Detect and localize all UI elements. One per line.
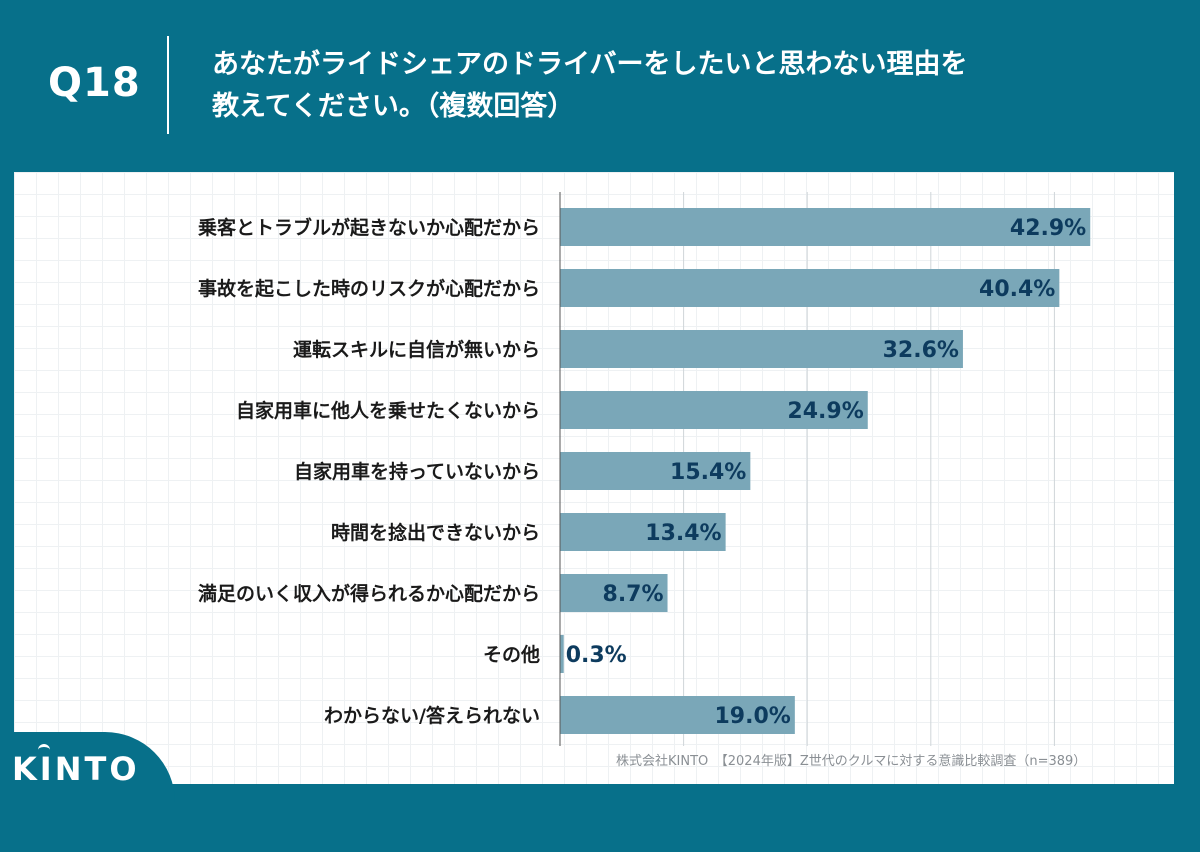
category-label: 自家用車に他人を乗せたくないから <box>236 399 540 422</box>
bar <box>560 452 751 490</box>
value-label: 8.7% <box>603 582 664 607</box>
category-label: 自家用車を持っていないから <box>294 460 540 483</box>
category-label: 満足のいく収入が得られるか心配だから <box>198 582 540 605</box>
bar <box>560 269 1060 307</box>
value-label: 40.4% <box>979 277 1055 302</box>
value-label: 32.6% <box>883 338 959 363</box>
bar-chart: 乗客とトラブルが起きないか心配だから 42.9% 事故を起こした時のリスクが心配だか… <box>198 192 1091 746</box>
value-label: 19.0% <box>715 704 791 729</box>
value-label: 24.9% <box>787 399 863 424</box>
title-line-2: 教えてください。（複数回答） <box>212 91 575 122</box>
logo-accent-mark <box>38 744 50 752</box>
category-label: 乗客とトラブルが起きないか心配だから <box>198 216 540 239</box>
category-label: わからない/答えられない <box>324 704 540 727</box>
source-note: 株式会社KINTO 【2024年版】Z世代のクルマに対する意識比較調査（n=38… <box>616 754 1087 769</box>
value-label: 42.9% <box>1010 216 1086 241</box>
chart-card: 乗客とトラブルが起きないか心配だから 42.9% 事故を起こした時のリスクが心配だか… <box>14 172 1174 784</box>
bar <box>560 635 564 673</box>
title-line-1: あなたがライドシェアのドライバーをしたいと思わない理由を <box>212 49 968 80</box>
header-banner: Q18 あなたがライドシェアのドライバーをしたいと思わない理由を 教えてください… <box>0 0 1200 172</box>
bar <box>560 391 868 429</box>
header-divider <box>167 36 169 134</box>
kinto-logo: KINTO <box>12 750 140 788</box>
question-number: Q18 <box>48 60 141 106</box>
value-label: 13.4% <box>645 521 721 546</box>
bar <box>560 330 963 368</box>
bar <box>560 696 795 734</box>
bar <box>560 513 726 551</box>
category-label: 時間を捻出できないから <box>331 521 540 544</box>
category-label: その他 <box>483 643 540 666</box>
bar <box>560 574 668 612</box>
category-label: 事故を起こした時のリスクが心配だから <box>198 277 540 300</box>
bar <box>560 208 1091 246</box>
page-title: あなたがライドシェアのドライバーをしたいと思わない理由を 教えてください。（複数… <box>212 44 1112 128</box>
value-label: 0.3% <box>566 643 627 668</box>
value-label: 15.4% <box>670 460 746 485</box>
category-label: 運転スキルに自信が無いから <box>293 338 540 361</box>
